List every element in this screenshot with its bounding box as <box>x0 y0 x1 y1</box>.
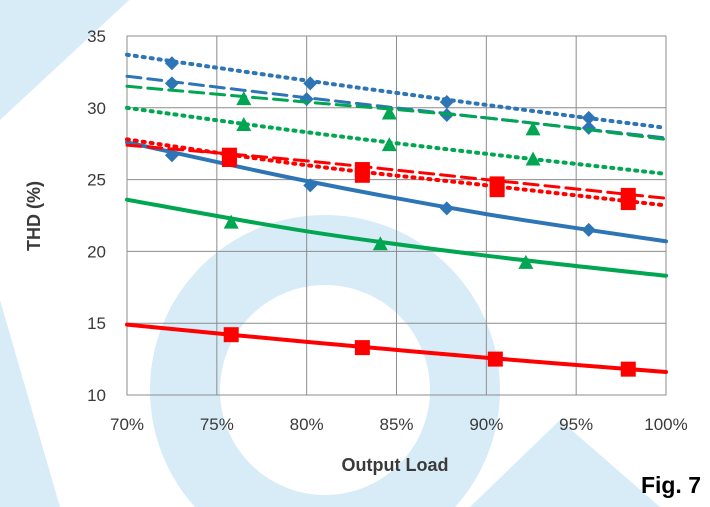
data-point-square <box>223 327 239 343</box>
data-point-triangle <box>381 105 397 120</box>
data-point-diamond <box>164 76 179 91</box>
series-5 <box>125 105 668 176</box>
x-tick-label: 70% <box>110 415 144 434</box>
data-point-diamond <box>299 92 314 107</box>
x-tick-label: 80% <box>290 415 324 434</box>
x-axis-tick-labels: 70% 75% 80% 85% 90% 95% 100% <box>110 415 688 434</box>
data-point-square <box>487 351 503 367</box>
data-point-square <box>221 151 237 167</box>
data-point-triangle <box>236 91 252 106</box>
data-point-diamond <box>439 201 454 216</box>
y-axis-tick-labels: 10 15 20 25 30 35 <box>87 27 106 405</box>
x-tick-label: 90% <box>469 415 503 434</box>
x-tick-label: 100% <box>644 415 687 434</box>
y-axis-title: THD (%) <box>24 181 44 251</box>
series-6 <box>125 197 668 278</box>
series-1 <box>125 52 668 130</box>
watermark-shape <box>0 300 60 507</box>
series-line <box>125 105 668 176</box>
series-line <box>125 322 668 374</box>
data-point-triangle <box>236 117 252 132</box>
data-point-triangle <box>518 254 534 269</box>
watermark-shape <box>0 0 130 120</box>
data-point-triangle <box>525 121 541 136</box>
background-watermark <box>0 0 660 507</box>
data-point-square <box>620 361 636 377</box>
y-tick-label: 25 <box>87 171 106 190</box>
data-point-diamond <box>164 56 179 71</box>
data-point-diamond <box>581 120 596 135</box>
data-point-diamond <box>439 95 454 110</box>
watermark-ring <box>150 215 500 507</box>
x-tick-label: 75% <box>200 415 234 434</box>
x-axis-title: Output Load <box>342 455 449 475</box>
data-point-diamond <box>164 148 179 163</box>
y-tick-label: 30 <box>87 99 106 118</box>
chart-series <box>125 52 668 377</box>
series-3 <box>125 140 668 244</box>
y-tick-label: 15 <box>87 314 106 333</box>
y-tick-label: 20 <box>87 242 106 261</box>
data-point-triangle <box>525 151 541 166</box>
data-point-triangle <box>372 236 388 251</box>
data-point-diamond <box>303 76 318 91</box>
series-4 <box>125 84 668 141</box>
data-point-square <box>620 195 636 211</box>
x-tick-label: 95% <box>559 415 593 434</box>
figure-label: Fig. 7 <box>641 472 701 498</box>
series-9 <box>125 322 668 377</box>
data-point-diamond <box>303 178 318 193</box>
series-8 <box>125 143 668 211</box>
series-line <box>125 197 668 278</box>
data-point-triangle <box>223 214 239 229</box>
data-point-triangle <box>381 137 397 152</box>
data-point-diamond <box>581 222 596 237</box>
series-line <box>125 143 668 200</box>
data-point-square <box>489 182 505 198</box>
y-tick-label: 35 <box>87 27 106 46</box>
series-line <box>125 84 668 141</box>
data-point-square <box>354 167 370 183</box>
watermark-shape <box>470 420 660 507</box>
data-point-diamond <box>581 110 596 125</box>
y-tick-label: 10 <box>87 386 106 405</box>
x-tick-label: 85% <box>379 415 413 434</box>
data-point-square <box>354 340 370 356</box>
series-line <box>125 137 668 208</box>
